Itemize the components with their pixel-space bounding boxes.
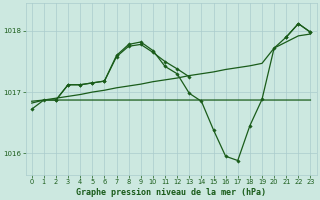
X-axis label: Graphe pression niveau de la mer (hPa): Graphe pression niveau de la mer (hPa) bbox=[76, 188, 266, 197]
